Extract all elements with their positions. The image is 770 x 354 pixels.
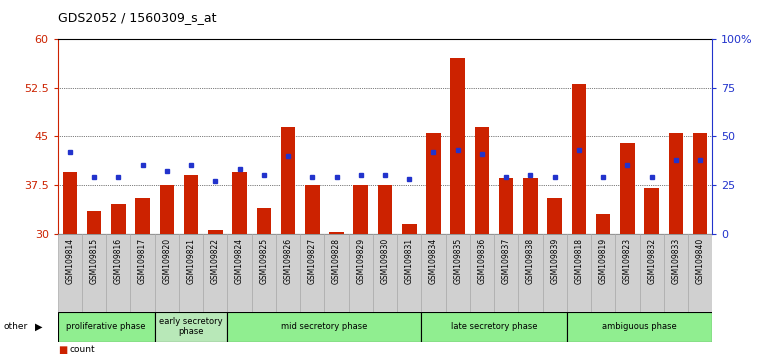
Bar [233,172,247,234]
Bar [373,234,397,312]
Text: GSM109834: GSM109834 [429,238,438,284]
Bar [397,234,421,312]
Text: GSM109835: GSM109835 [454,238,462,284]
Bar [421,234,446,312]
Bar [518,234,543,312]
Bar [208,230,223,234]
Text: GSM109838: GSM109838 [526,238,535,284]
Text: GSM109815: GSM109815 [89,238,99,284]
Bar [179,234,203,312]
Text: GSM109820: GSM109820 [162,238,172,284]
Text: GSM109814: GSM109814 [65,238,75,284]
Text: GSM109839: GSM109839 [551,238,559,284]
Bar [184,175,199,234]
Text: other: other [4,322,28,331]
Text: GSM109824: GSM109824 [235,238,244,284]
Text: GSM109821: GSM109821 [186,238,196,284]
Bar [620,143,634,234]
Bar [111,204,126,234]
Text: ▶: ▶ [35,321,42,332]
Bar [203,234,227,312]
Text: early secretory
phase: early secretory phase [159,317,223,336]
Bar [427,133,440,234]
Bar [470,234,494,312]
Text: GSM109832: GSM109832 [647,238,656,284]
Text: GSM109819: GSM109819 [598,238,608,284]
Text: mid secretory phase: mid secretory phase [281,322,367,331]
Bar [499,178,514,234]
Text: late secretory phase: late secretory phase [450,322,537,331]
Bar [494,234,518,312]
Bar [571,84,586,234]
Bar [276,234,300,312]
Text: GDS2052 / 1560309_s_at: GDS2052 / 1560309_s_at [58,11,216,24]
Bar [106,234,130,312]
Bar [596,214,611,234]
Text: GSM109840: GSM109840 [695,238,705,284]
Bar [227,234,252,312]
Text: GSM109826: GSM109826 [283,238,293,284]
Text: GSM109833: GSM109833 [671,238,681,284]
Bar [159,185,174,234]
Text: GSM109831: GSM109831 [405,238,413,284]
Text: GSM109827: GSM109827 [308,238,316,284]
Bar [82,234,106,312]
Bar [130,234,155,312]
Bar [300,234,324,312]
Bar [523,178,537,234]
Text: GSM109829: GSM109829 [357,238,365,284]
Text: GSM109818: GSM109818 [574,238,584,284]
Bar [446,234,470,312]
Text: ambiguous phase: ambiguous phase [602,322,677,331]
Bar [664,234,688,312]
Bar [62,172,77,234]
Text: GSM109836: GSM109836 [477,238,487,284]
Bar [615,234,640,312]
Text: GSM109828: GSM109828 [332,238,341,284]
Bar [644,188,659,234]
Bar [668,133,683,234]
Text: GSM109816: GSM109816 [114,238,123,284]
Text: count: count [69,345,95,354]
Bar [688,234,712,312]
Bar [402,224,417,234]
Bar [474,126,489,234]
Bar [450,58,465,234]
Bar [305,185,320,234]
Bar [281,126,296,234]
Bar [330,232,343,234]
Bar [693,133,708,234]
Bar [421,312,567,342]
Text: GSM109837: GSM109837 [502,238,511,284]
Bar [136,198,150,234]
Bar [324,234,349,312]
Bar [155,234,179,312]
Bar [256,208,271,234]
Text: proliferative phase: proliferative phase [66,322,146,331]
Bar [567,312,712,342]
Text: GSM109823: GSM109823 [623,238,632,284]
Text: ■: ■ [58,345,67,354]
Text: GSM109817: GSM109817 [138,238,147,284]
Bar [349,234,373,312]
Text: GSM109830: GSM109830 [380,238,390,284]
Bar [252,234,276,312]
Bar [591,234,615,312]
Bar [58,312,155,342]
Bar [567,234,591,312]
Bar [640,234,664,312]
Bar [547,198,562,234]
Bar [543,234,567,312]
Bar [378,185,392,234]
Bar [58,234,82,312]
Text: GSM109825: GSM109825 [259,238,268,284]
Bar [87,211,102,234]
Text: GSM109822: GSM109822 [211,238,219,284]
Bar [353,185,368,234]
Bar [227,312,421,342]
Bar [155,312,227,342]
